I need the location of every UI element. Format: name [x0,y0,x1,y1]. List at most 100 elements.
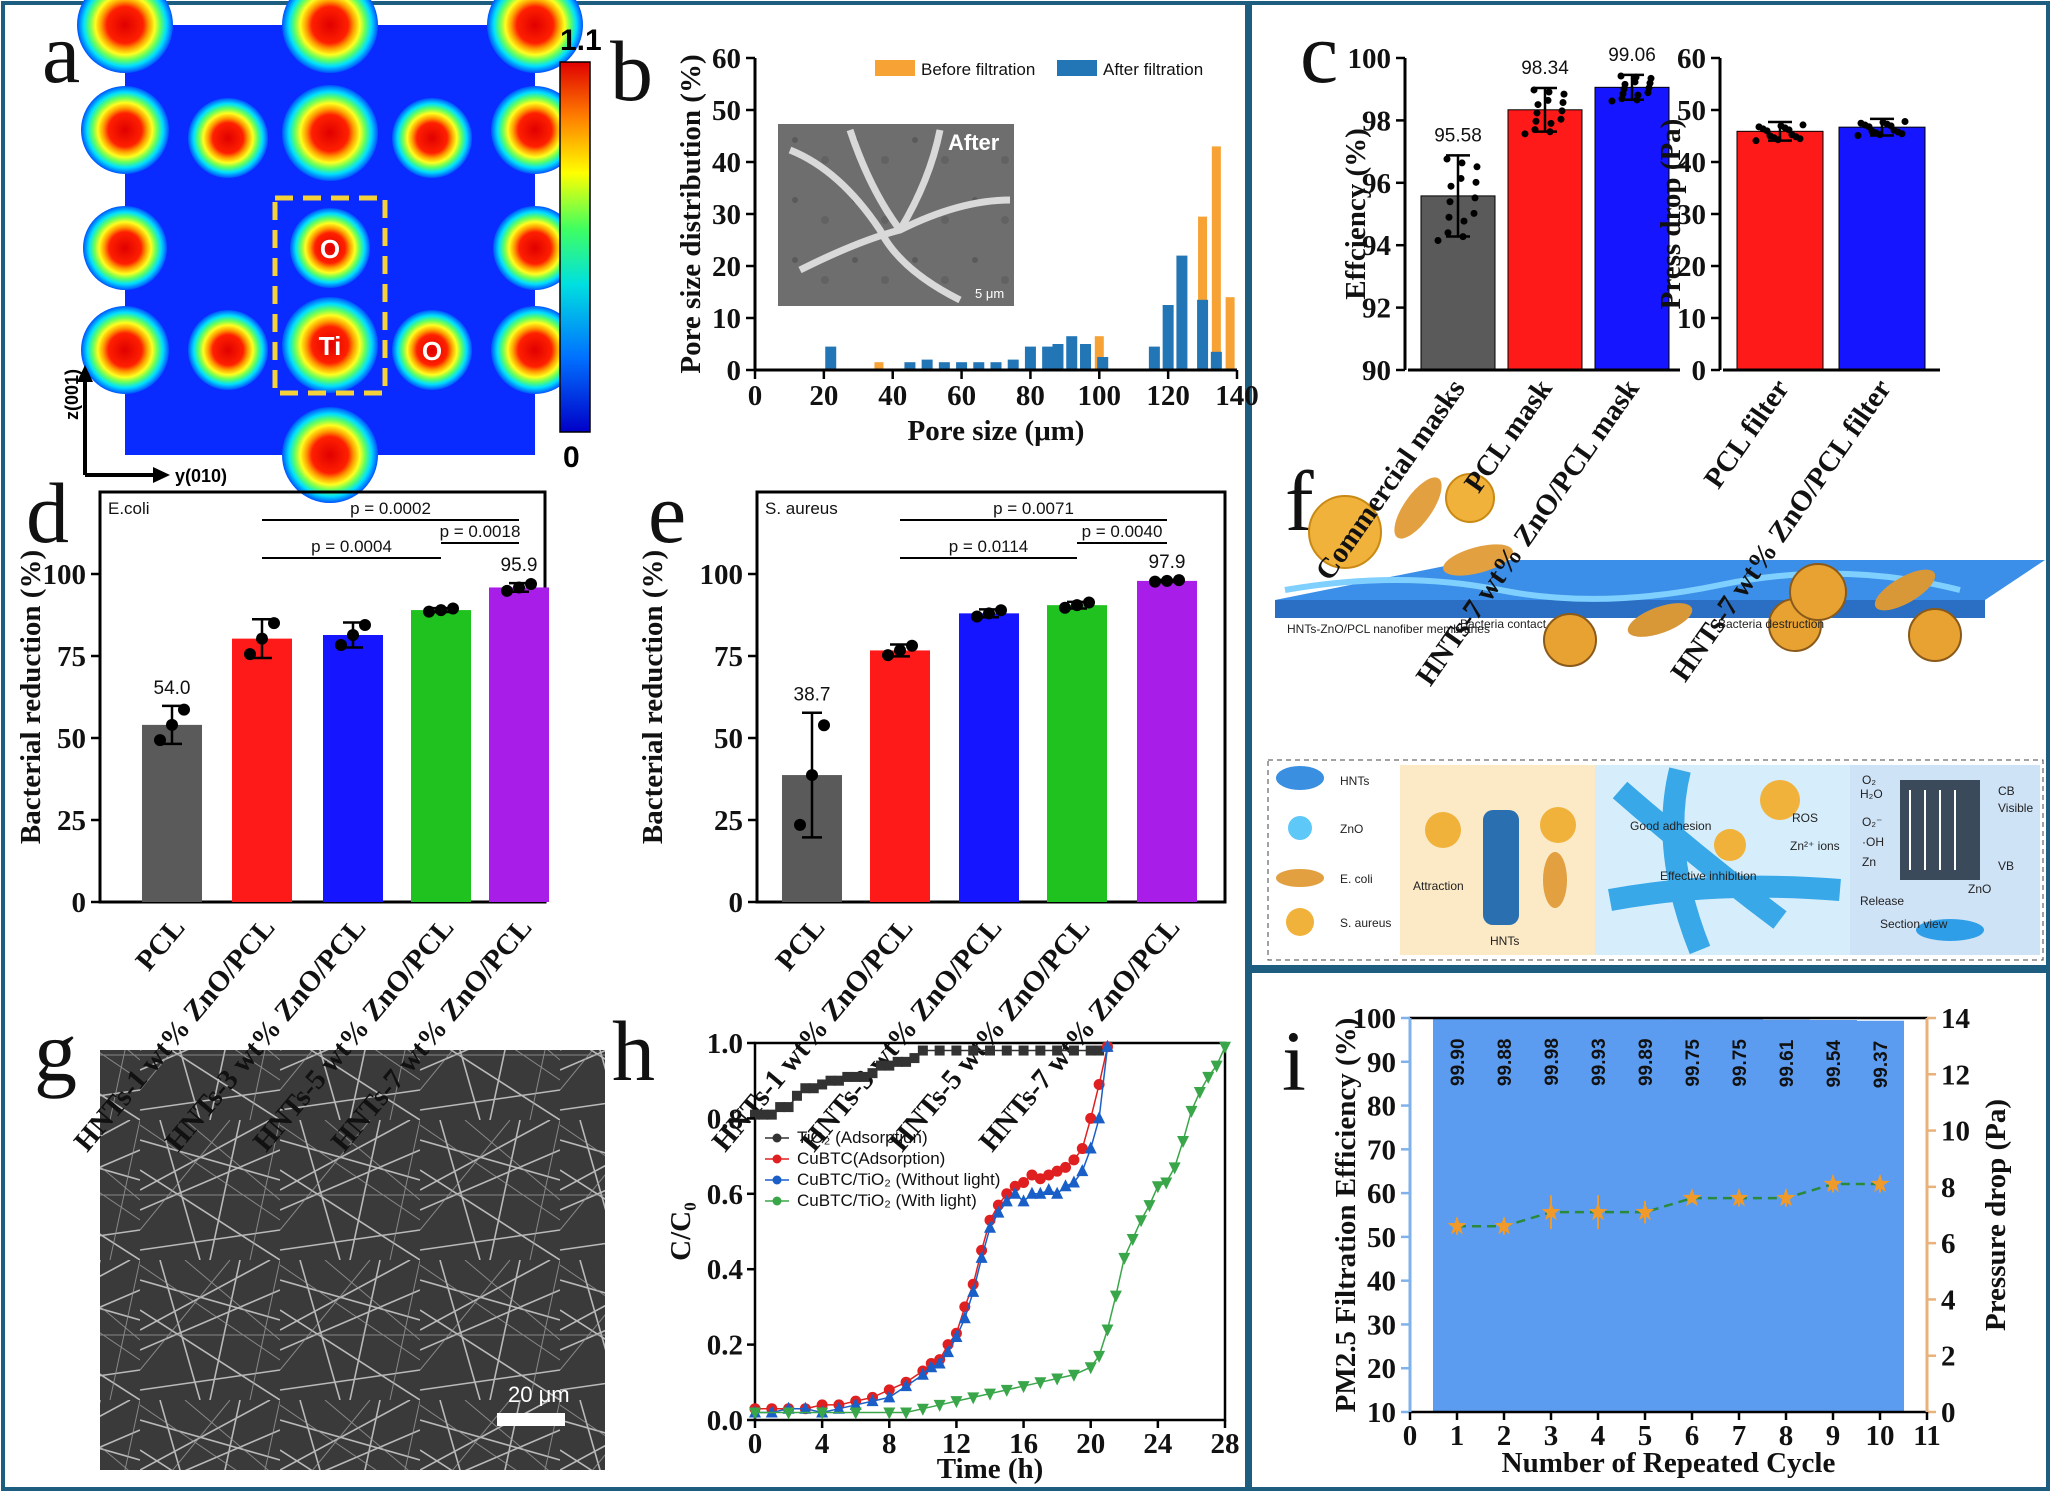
atom-label-ti: Ti [319,331,342,361]
marker-square [968,1045,979,1056]
significance-label: p = 0.0004 [311,537,392,556]
x-tick-label: 1 [1450,1420,1465,1452]
y-tick-label: 50 [712,95,741,127]
legend-label: CuBTC/TiO₂ (Without light) [797,1170,1000,1189]
axis-label-y: y(010) [175,466,227,486]
y-tick-label: 50 [714,723,743,755]
marker-square [783,1102,794,1113]
marker-circle [1009,1180,1021,1192]
y-tick-label: 50 [1677,95,1706,127]
y-tick-label: 0.2 [707,1330,743,1362]
marker-square [1052,1045,1063,1056]
marker-triangle [925,1360,938,1373]
marker-triangle [967,1284,980,1297]
data-point [178,703,190,716]
marker-triangle [1034,1186,1047,1199]
marker-triangle [1017,1194,1030,1207]
data-point [1443,155,1451,163]
data-point [1521,130,1529,138]
marker-triangle [958,1311,971,1324]
y-tick-label: 0 [1692,355,1707,387]
svg-text:Release: Release [1860,894,1904,908]
marker-triangle [1093,1111,1106,1124]
data-label: 99.75 [1683,1039,1704,1087]
data-label: 99.98 [1542,1038,1563,1086]
chart-i: 99.90 99.88 99.98 99.93 99.89 99.75 99.75 99.61… [1330,1003,2012,1479]
panel-label-a: a [42,5,80,101]
legend-marker [772,1154,782,1164]
legend-saureus: S. aureus [1340,916,1391,930]
pressure-marker [1776,1188,1796,1207]
data-point [1633,96,1641,104]
marker-down-triangle [849,1407,862,1420]
panel-label-d: d [26,465,69,561]
data-label: 97.9 [1149,552,1186,573]
y-axis-title: Bacterial reduction (%) [15,550,47,844]
data-point [1530,86,1538,94]
data-point [1631,78,1639,86]
x-category-label: PCL filter [1698,374,1796,495]
marker-square [775,1102,786,1113]
y-tick-label: 10 [1941,1116,1970,1148]
marker-triangle [866,1394,879,1407]
bar [411,610,471,902]
svg-text:O₂: O₂ [1862,773,1876,787]
data-point [818,719,830,732]
panel-f-illustration [1267,473,2045,961]
marker-circle [1026,1169,1038,1181]
marker-square [850,1071,861,1082]
marker-triangle [1000,1194,1013,1207]
marker-square [884,1060,895,1071]
x-category-label: PCL [770,912,832,977]
data-point [1755,123,1763,131]
svg-text:O₂⁻: O₂⁻ [1862,815,1882,829]
chart-title: E.coli [108,499,150,518]
x-tick-label: 4 [815,1428,830,1460]
data-point [335,638,347,651]
marker-down-triangle [900,1407,913,1420]
y-tick-label: 75 [57,641,86,673]
x-axis-title: Pore size (μm) [908,415,1085,447]
marker-triangle [883,1390,896,1403]
pressure-marker [1635,1202,1655,1221]
atom-label-o-top: O [320,234,340,264]
y-tick-label: 80 [1367,1091,1396,1123]
data-point [794,818,806,831]
data-point [1533,109,1541,117]
data-point [1472,178,1480,186]
y-tick-label: 0 [1941,1397,1956,1429]
marker-down-triangle [1118,1252,1131,1265]
data-point [1857,119,1865,127]
marker-square [842,1071,853,1082]
data-point [1457,174,1465,182]
data-label: 99.75 [1730,1039,1751,1087]
inset-label: After [948,130,1000,155]
marker-down-triangle [1160,1177,1173,1190]
bar-after [938,362,950,370]
legend-label: After filtration [1103,60,1203,79]
data-point [1161,574,1173,587]
pressure-marker [1588,1202,1608,1221]
data-point [1458,159,1466,167]
data-point [1445,213,1453,221]
bar-after [1024,346,1036,370]
marker-down-triangle [1210,1060,1223,1073]
data-point [1473,163,1481,171]
y-axis-title: Pore size distribution (%) [675,54,707,373]
y-tick-label: 25 [714,805,743,837]
x-tick-label: 24 [1143,1428,1172,1460]
marker-down-triangle [1067,1369,1080,1382]
marker-triangle [992,1205,1005,1218]
legend-label: CuBTC(Adsorption) [797,1149,945,1168]
bar-after [1162,305,1174,370]
pressure-marker [1447,1216,1467,1235]
data-point [1434,237,1442,245]
data-point [423,605,435,618]
axis-label-z: z(001) [62,369,82,420]
y-tick-label: 60 [1367,1178,1396,1210]
y-axis-title: C/C₀ [665,1202,697,1261]
marker-triangle [1076,1164,1089,1177]
bar [142,724,202,902]
